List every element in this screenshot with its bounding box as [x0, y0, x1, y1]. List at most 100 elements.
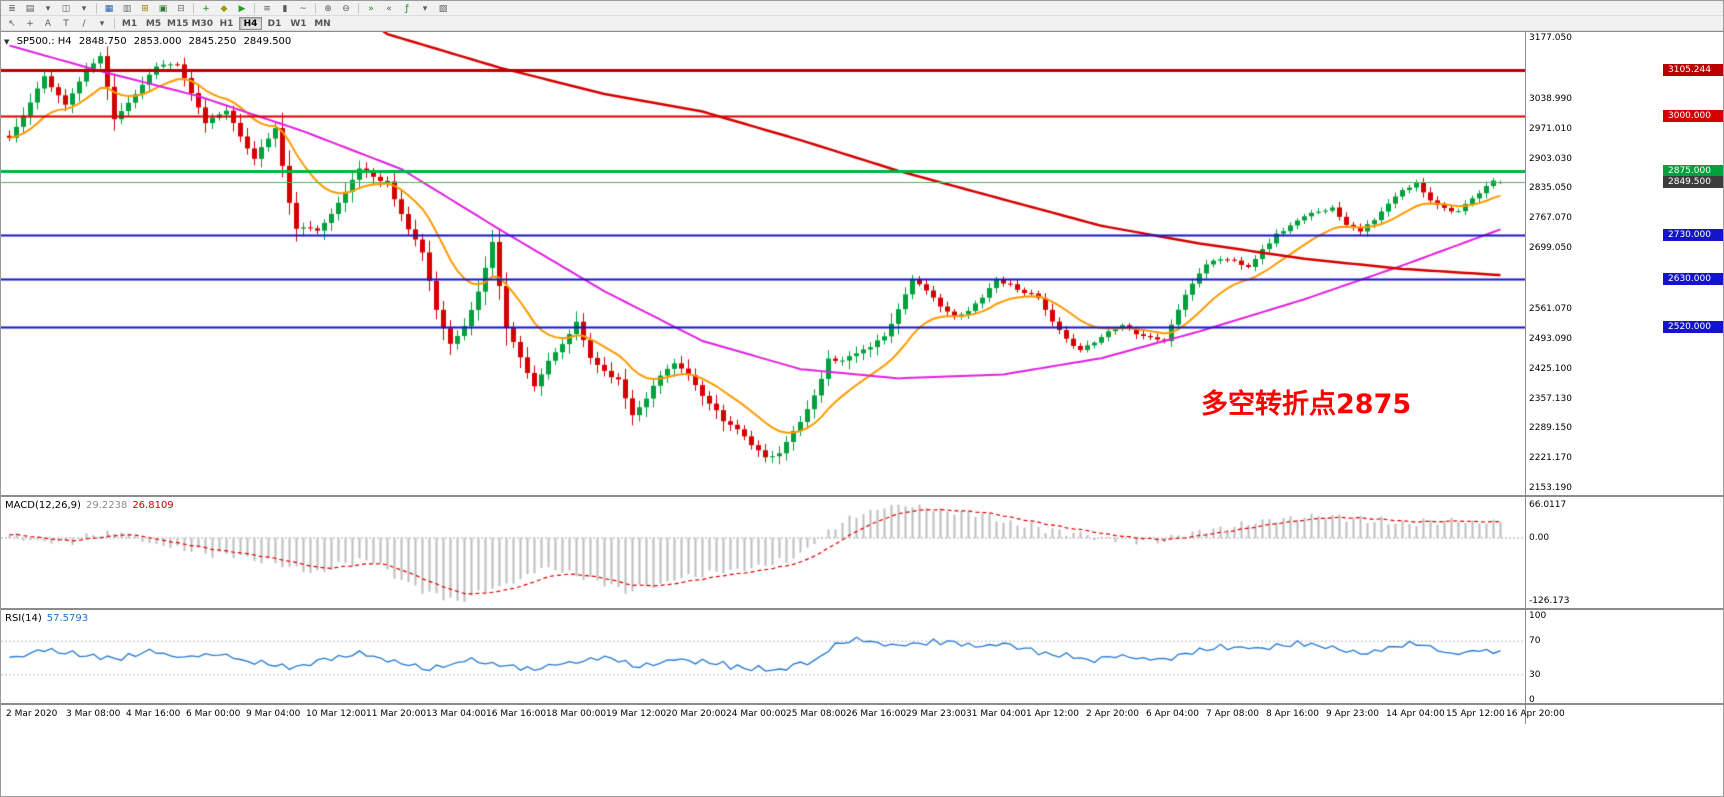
strategy-tester-icon[interactable]: ⊟: [177, 3, 185, 14]
text-label-icon[interactable]: A: [44, 18, 52, 29]
bar-chart-icon[interactable]: ≡: [263, 3, 271, 14]
macd-chart-canvas[interactable]: [1, 497, 1525, 608]
date-axis-label: 31 Mar 04:00: [966, 709, 1027, 719]
date-axis-label: 6 Apr 04:00: [1146, 709, 1199, 719]
date-axis-label: 9 Mar 04:00: [246, 709, 301, 719]
new-chart-icon[interactable]: ▤: [25, 3, 35, 14]
toolbar-separator: [114, 17, 115, 29]
main-chart-canvas[interactable]: [1, 32, 1525, 495]
menu-icon[interactable]: ≣: [8, 3, 16, 14]
profiles-icon[interactable]: ◫: [61, 3, 71, 14]
high-value: 2853.000: [133, 36, 182, 47]
navigator-icon[interactable]: ⊞: [141, 3, 149, 14]
date-axis-label: 29 Mar 23:00: [906, 709, 967, 719]
date-axis-label: 13 Mar 04:00: [426, 709, 487, 719]
symbol-period-label: SP500.: H4: [16, 36, 72, 47]
auto-scroll-icon[interactable]: »: [368, 3, 374, 14]
main-macd-separator[interactable]: [1, 495, 1723, 497]
text-icon[interactable]: T: [63, 18, 69, 29]
price-axis-label: 2425.100: [1529, 363, 1572, 374]
ohlc-readout: ▼ SP500.: H4 2848.750 2853.000 2845.250 …: [4, 36, 295, 47]
toolbar-separator: [96, 2, 97, 14]
price-axis-label: 2289.150: [1529, 423, 1572, 434]
collapse-ohlc-icon[interactable]: ▼: [4, 38, 10, 46]
timeframe-h1[interactable]: H1: [219, 18, 234, 29]
candlestick-chart-icon[interactable]: ▮: [282, 3, 288, 14]
price-tag: 2520.000: [1663, 320, 1723, 333]
timeframe-m1[interactable]: M1: [121, 18, 138, 29]
price-tag: 2630.000: [1663, 272, 1723, 285]
new-order-icon[interactable]: +: [202, 3, 210, 14]
price-axis-label: 2357.130: [1529, 393, 1572, 404]
timeframe-d1[interactable]: D1: [267, 18, 282, 29]
date-axis-label: 3 Mar 08:00: [66, 709, 121, 719]
timeframe-mn[interactable]: MN: [314, 18, 331, 29]
price-scale-border: [1525, 32, 1526, 724]
date-axis-label: 9 Apr 23:00: [1326, 709, 1379, 719]
toolbar-separator: [358, 2, 359, 14]
timeframe-w1[interactable]: W1: [290, 18, 307, 29]
timeframe-h4[interactable]: H4: [238, 16, 262, 30]
timeframe-m5[interactable]: M5: [145, 18, 162, 29]
macd-axis-label: -126.173: [1529, 596, 1570, 607]
date-axis-label: 18 Mar 00:00: [546, 709, 607, 719]
date-axis-label: 6 Mar 00:00: [186, 709, 241, 719]
macd-rsi-separator[interactable]: [1, 608, 1723, 610]
price-tag: 2730.000: [1663, 228, 1723, 241]
autotrading-icon[interactable]: ▶: [238, 3, 246, 14]
price-axis-label: 2835.050: [1529, 183, 1572, 194]
terminal-icon[interactable]: ▣: [158, 3, 168, 14]
price-tag: 3000.000: [1663, 109, 1723, 122]
date-axis-label: 25 Mar 08:00: [786, 709, 847, 719]
chart-window: ▼ SP500.: H4 2848.750 2853.000 2845.250 …: [1, 31, 1723, 796]
price-axis-label: 2493.090: [1529, 333, 1572, 344]
toolbar-separator: [193, 2, 194, 14]
rsi-chart-canvas[interactable]: [1, 610, 1525, 703]
macd-title: MACD(12,26,9): [5, 500, 81, 511]
data-window-icon[interactable]: ▥: [122, 3, 132, 14]
rsi-indicator-label: RSI(14) 57.5793: [5, 613, 93, 624]
price-axis-label: 2699.050: [1529, 243, 1572, 254]
macd-axis-label: 0.00: [1529, 533, 1550, 543]
new-chart-dropdown-icon[interactable]: ▾: [45, 3, 51, 14]
price-axis-label: 2561.070: [1529, 303, 1572, 314]
rsi-value: 57.5793: [46, 613, 89, 624]
metaeditor-icon[interactable]: ◆: [220, 3, 228, 14]
date-axis-label: 8 Apr 16:00: [1266, 709, 1319, 719]
low-value: 2845.250: [188, 36, 237, 47]
profiles-dropdown-icon[interactable]: ▾: [81, 3, 87, 14]
draw-tools-dropdown-icon[interactable]: ▾: [99, 18, 105, 29]
price-tag: 2849.500: [1663, 176, 1723, 189]
market-watch-icon[interactable]: ▦: [104, 3, 114, 14]
chart-shift-icon[interactable]: «: [386, 3, 392, 14]
periods-dropdown-icon[interactable]: ▾: [422, 3, 428, 14]
price-tag: 2875.000: [1663, 164, 1723, 177]
line-chart-icon[interactable]: ~: [299, 3, 307, 14]
indicators-icon[interactable]: ƒ: [405, 3, 409, 14]
macd-axis-label: 66.0117: [1529, 499, 1567, 510]
crosshair-icon[interactable]: +: [26, 18, 34, 29]
date-axis-label: 26 Mar 16:00: [846, 709, 907, 719]
price-axis-label: 2767.070: [1529, 213, 1572, 224]
macd-main-value: 29.2238: [85, 500, 128, 511]
price-axis-label: 3177.050: [1529, 33, 1572, 44]
toolbar-separator: [315, 2, 316, 14]
templates-icon[interactable]: ▨: [438, 3, 448, 14]
toolbar-main: ≣ ▤ ▾ ◫ ▾ ▦ ▥ ⊞ ▣ ⊟ + ◆ ▶ ≡ ▮ ~ ⊕ ⊖ » « ƒ ▾ ▨: [1, 1, 1723, 16]
zoom-out-icon[interactable]: ⊖: [342, 3, 350, 14]
rsi-axis-label: 70: [1529, 636, 1541, 647]
open-value: 2848.750: [78, 36, 127, 47]
date-axis-label: 24 Mar 00:00: [726, 709, 787, 719]
timeframe-m30[interactable]: M30: [191, 18, 213, 29]
rsi-axis-label: 0: [1529, 695, 1535, 705]
trendline-icon[interactable]: /: [82, 18, 86, 29]
date-axis-label: 10 Mar 12:00: [306, 709, 367, 719]
cursor-icon[interactable]: ↖: [8, 18, 16, 29]
date-axis-label: 7 Apr 08:00: [1206, 709, 1259, 719]
price-tag: 3105.244: [1663, 63, 1723, 76]
zoom-in-icon[interactable]: ⊕: [324, 3, 332, 14]
price-axis-label: 3038.990: [1529, 93, 1572, 104]
date-axis-label: 11 Mar 20:00: [366, 709, 427, 719]
timeframe-m15[interactable]: M15: [167, 18, 189, 29]
